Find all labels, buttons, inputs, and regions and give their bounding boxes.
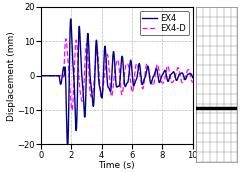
EX4-D <box>172 80 175 82</box>
EX4 <box>57 75 60 77</box>
X-axis label: Time (s): Time (s) <box>99 161 135 170</box>
EX4-D <box>64 38 67 40</box>
EX4 <box>98 84 101 86</box>
EX4-D <box>66 51 69 53</box>
EX4 <box>66 143 69 145</box>
EX4-D <box>104 62 107 64</box>
EX4 <box>191 77 194 79</box>
Legend: EX4, EX4-D: EX4, EX4-D <box>140 11 189 35</box>
EX4 <box>66 146 69 148</box>
EX4 <box>172 71 175 73</box>
EX4 <box>104 55 107 57</box>
EX4-D <box>71 109 74 111</box>
EX4-D <box>191 81 194 83</box>
EX4-D <box>40 75 42 77</box>
EX4-D <box>98 77 101 79</box>
EX4-D <box>57 75 60 77</box>
Line: EX4-D: EX4-D <box>41 39 193 110</box>
EX4-D <box>188 72 191 74</box>
EX4 <box>188 73 191 75</box>
Y-axis label: Displacement (mm): Displacement (mm) <box>7 31 16 121</box>
Line: EX4: EX4 <box>41 19 193 147</box>
EX4 <box>40 75 42 77</box>
EX4 <box>69 18 72 20</box>
